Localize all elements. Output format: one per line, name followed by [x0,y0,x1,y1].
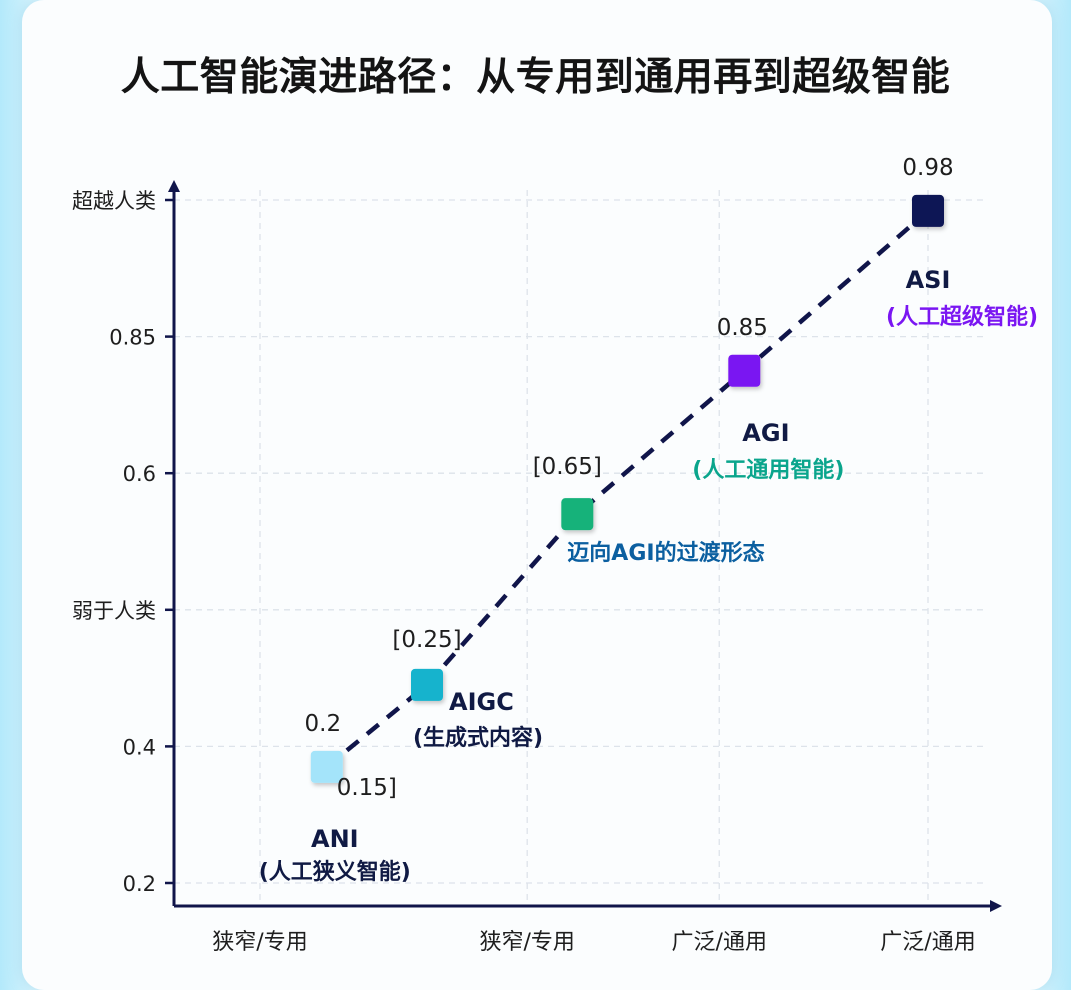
point-value-label: 0.98 [902,155,953,181]
trend-line-group [325,209,930,769]
point-desc-label: (人工通用智能) [692,457,844,483]
point-value-label: [0.25] [392,627,461,653]
y-axis-ticks: 0.2 0.4 弱于人类 0.6 0.85 超越人类 [72,189,156,896]
point-marker-transition [561,498,594,531]
x-tick-label: 广泛/通用 [880,930,975,955]
x-axis-arrow [990,900,1002,912]
chart-card [22,0,1052,990]
point-value-label: 0.2 [305,711,342,737]
y-tick-label: 0.85 [109,326,156,350]
x-tick-label: 广泛/通用 [672,930,767,955]
point-value-label-secondary: 0.15] [337,775,397,801]
y-tick-label: 0.2 [123,872,156,896]
point-name-label: ASI [906,266,951,294]
y-tick-label: 超越人类 [72,189,156,213]
grid-lines [174,190,984,906]
axes [165,180,1002,912]
y-tick-label: 0.6 [123,462,156,486]
point-desc-label: (人工狭义智能) [259,859,411,885]
x-tick-label: 狭窄/专用 [479,930,574,955]
x-tick-label: 狭窄/专用 [212,930,307,955]
point-value-label: [0.65] [533,454,602,480]
point-value-label: 0.85 [717,315,768,341]
point-marker-asi [912,194,944,227]
point-name-label: AGI [742,419,789,447]
point-marker-agi [728,354,761,387]
point-marker-aigc [411,668,443,701]
data-labels: 0.2 0.15] ANI (人工狭义智能) [0.25] AIGC (生成式内容) [0.6… [259,155,1038,885]
y-axis-arrow [168,180,180,192]
y-tick-label: 0.4 [123,735,156,759]
point-name-label: ANI [311,825,359,853]
x-axis-ticks: 狭窄/专用 狭窄/专用 广泛/通用 广泛/通用 [212,930,975,955]
chart-title: 人工智能演进路径：从专用到通用再到超级智能 [120,55,951,100]
point-desc-label: 迈向AGI的过渡形态 [567,540,764,566]
point-name-label: AIGC [449,688,514,716]
y-tick-label: 弱于人类 [72,599,156,623]
trend-line [325,209,930,769]
point-marker-ani [310,750,343,783]
data-points [310,194,944,783]
point-desc-label: (人工超级智能) [886,304,1038,330]
point-desc-label: (生成式内容) [413,725,543,751]
